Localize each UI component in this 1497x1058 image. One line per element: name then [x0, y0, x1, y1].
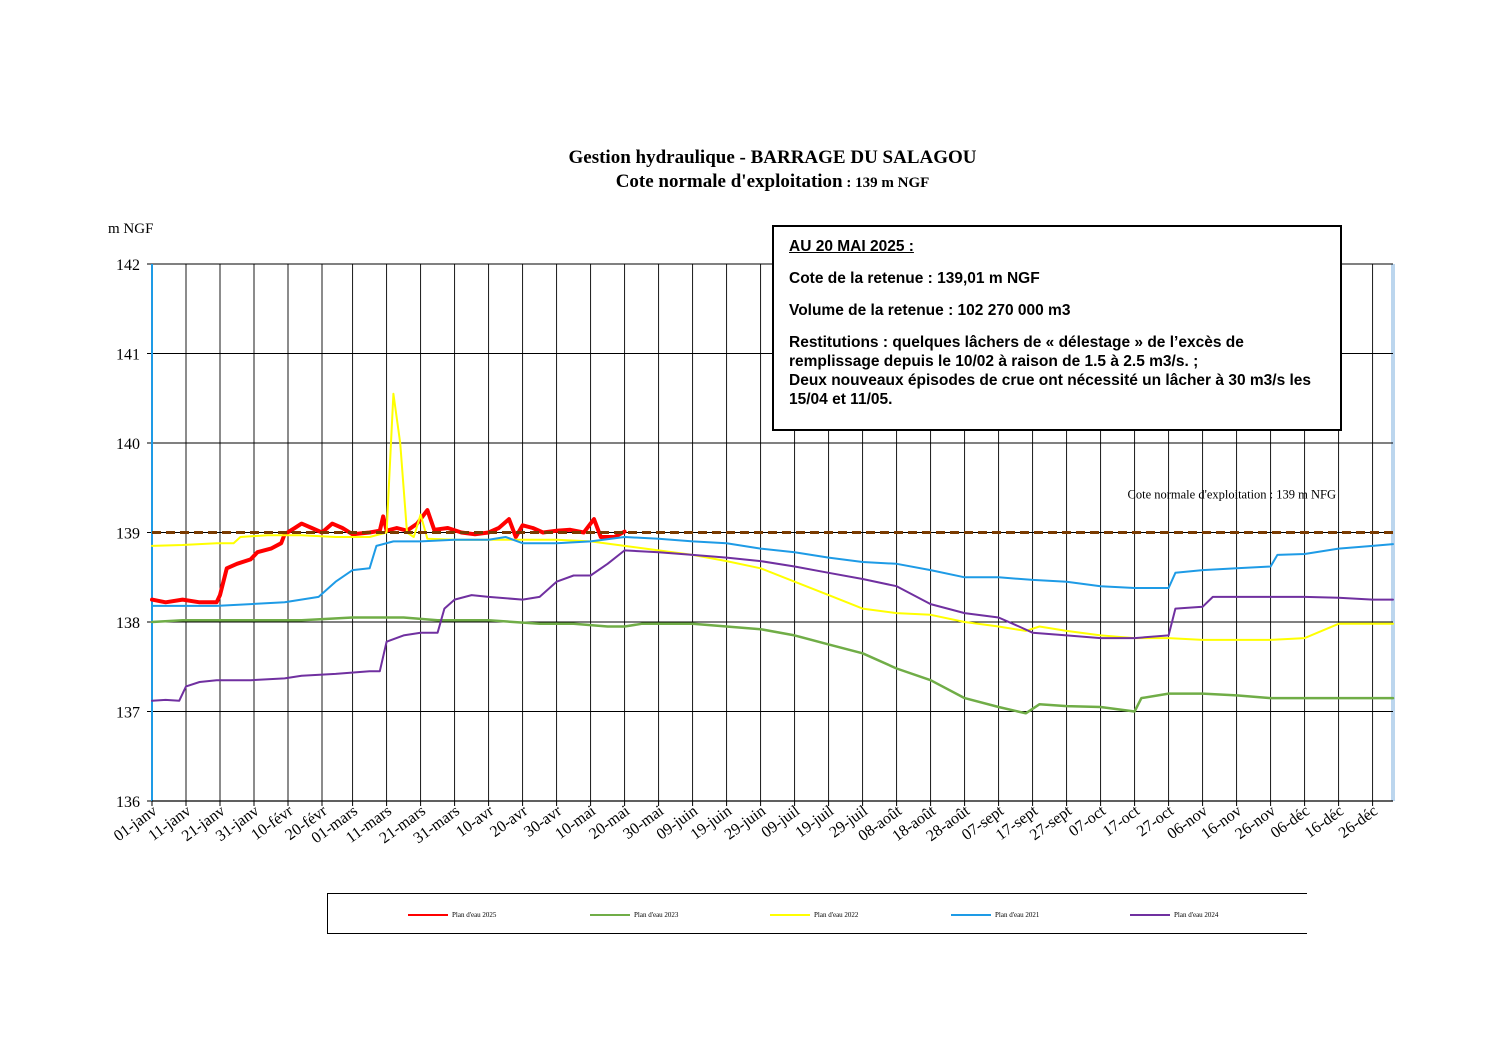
y-tick-label: 137	[116, 705, 140, 722]
x-tick-label: 07-oct	[1066, 802, 1110, 840]
legend-item: Plan d'eau 2023	[590, 910, 678, 920]
chart-legend: Plan d'eau 2025 Plan d'eau 2023 Plan d'eau…	[327, 893, 1307, 934]
y-tick-label: 138	[116, 615, 140, 632]
chart-subtitle-value: : 139 m NGF	[842, 175, 930, 191]
info-restitutions-text: Restitutions : quelques lâchers de « dél…	[789, 334, 1244, 370]
y-tick-label: 136	[116, 794, 140, 811]
chart-subtitle: Cote normale d'exploitation : 139 m NGF	[0, 170, 1497, 195]
legend-label: Plan d'eau 2022	[814, 911, 859, 919]
info-heading: AU 20 MAI 2025 :	[789, 238, 914, 255]
x-tick-label: 17-oct	[1100, 802, 1144, 840]
x-tick-label: 26-déc	[1336, 802, 1381, 841]
chart-subtitle-main: Cote normale d'exploitation	[615, 171, 843, 192]
chart-title-block: Gestion hydraulique - BARRAGE DU SALAGOU…	[0, 146, 1497, 195]
x-tick-label: 06-déc	[1268, 802, 1313, 841]
info-restitutions: Restitutions : quelques lâchers de « dél…	[789, 333, 1326, 409]
x-tick-label: 09-juil	[758, 802, 803, 841]
y-tick-label: 139	[116, 526, 140, 543]
y-axis-label: m NGF	[108, 221, 153, 237]
legend-swatch	[951, 914, 991, 916]
legend-swatch	[590, 914, 630, 916]
legend-label: Plan d'eau 2025	[452, 911, 497, 919]
legend-label: Plan d'eau 2023	[634, 911, 679, 919]
series-line	[151, 536, 1394, 607]
x-tick-label: 20-avr	[487, 802, 531, 841]
legend-item: Plan d'eau 2024	[1130, 910, 1218, 920]
y-tick-label: 140	[116, 436, 140, 453]
legend-item: Plan d'eau 2021	[951, 910, 1039, 920]
legend-label: Plan d'eau 2021	[995, 911, 1040, 919]
legend-swatch	[408, 914, 448, 916]
series-line	[150, 508, 627, 605]
chart-title: Gestion hydraulique - BARRAGE DU SALAGOU	[568, 147, 977, 168]
legend-item: Plan d'eau 2022	[770, 910, 858, 920]
info-crues-text: Deux nouveaux épisodes de crue ont néces…	[789, 372, 1312, 408]
info-cote: Cote de la retenue : 139,01 m NGF	[789, 270, 1040, 287]
x-tick-label: 10-avr	[453, 802, 497, 841]
legend-label: Plan d'eau 2024	[1174, 911, 1219, 919]
info-box: AU 20 MAI 2025 : Cote de la retenue : 13…	[772, 225, 1342, 431]
x-tick-label: 16-déc	[1302, 802, 1347, 841]
y-tick-label: 141	[116, 347, 140, 364]
info-volume: Volume de la retenue : 102 270 000 m3	[789, 302, 1071, 319]
legend-swatch	[770, 914, 810, 916]
legend-item: Plan d'eau 2025	[408, 910, 496, 920]
reference-line-label: Cote normale d'exploitation : 139 m NFG	[1128, 488, 1336, 502]
series-line	[150, 616, 1395, 715]
series-line	[151, 549, 1394, 702]
x-tick-label: 19-juil	[792, 802, 837, 841]
y-tick-label: 142	[116, 257, 140, 274]
legend-swatch	[1130, 914, 1170, 916]
